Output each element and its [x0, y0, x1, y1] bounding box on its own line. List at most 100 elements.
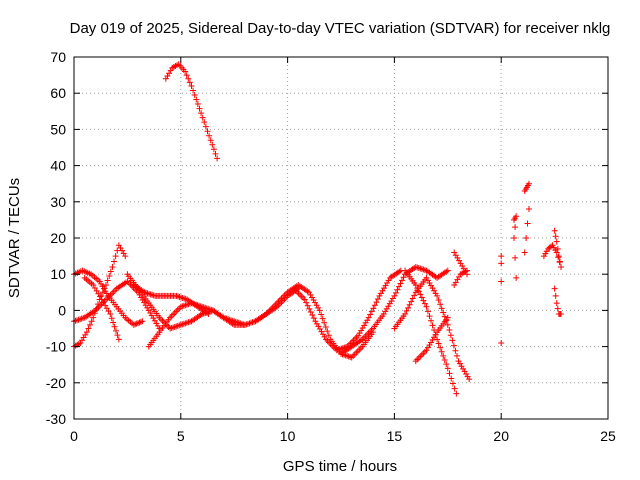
data-point — [440, 309, 447, 316]
data-point — [174, 306, 181, 313]
x-tick-label: 15 — [387, 428, 403, 444]
data-point — [85, 325, 92, 332]
data-point — [354, 348, 361, 355]
data-point — [110, 288, 117, 295]
series-arc-j — [291, 267, 404, 354]
y-tick-label: 30 — [50, 194, 66, 210]
data-point — [548, 243, 555, 250]
data-point — [176, 293, 183, 300]
data-point — [373, 299, 380, 306]
data-point — [440, 352, 447, 359]
data-point — [170, 311, 177, 318]
data-point — [435, 297, 442, 304]
x-tick-label: 5 — [177, 428, 185, 444]
data-point — [397, 280, 404, 287]
data-point — [444, 267, 451, 274]
data-point — [301, 296, 308, 303]
data-point — [452, 347, 459, 354]
data-point — [167, 325, 174, 332]
data-point — [246, 320, 253, 327]
series-arc-h — [130, 282, 212, 318]
data-point — [171, 323, 178, 330]
data-point — [444, 321, 451, 328]
chart-title: Day 019 of 2025, Sidereal Day-to-day VTE… — [70, 20, 611, 37]
data-point — [371, 302, 378, 309]
data-point — [132, 321, 139, 328]
data-point — [403, 307, 410, 314]
data-point — [325, 332, 332, 339]
data-point — [247, 319, 254, 326]
data-point — [423, 303, 430, 310]
data-point — [303, 299, 310, 306]
data-point — [306, 305, 313, 312]
data-point — [552, 292, 559, 299]
data-point — [214, 155, 221, 162]
data-point — [190, 87, 197, 94]
y-axis-label: SDTVAR / TECUs — [6, 178, 23, 298]
data-point — [243, 321, 250, 328]
series-arc-a — [162, 61, 221, 162]
data-point — [345, 353, 352, 360]
data-point — [558, 263, 565, 270]
data-point — [498, 339, 505, 346]
data-point — [414, 285, 421, 292]
data-point — [209, 141, 216, 148]
data-point — [435, 340, 442, 347]
y-tick-label: -30 — [46, 411, 66, 427]
data-point — [392, 289, 399, 296]
data-point — [453, 352, 460, 359]
data-point — [437, 301, 444, 308]
data-point — [206, 132, 213, 139]
data-point — [322, 323, 329, 330]
data-point — [90, 314, 97, 321]
data-point — [370, 305, 377, 312]
data-point — [304, 302, 311, 309]
series-arc-d — [71, 278, 163, 332]
data-point — [444, 314, 451, 321]
data-point — [391, 292, 398, 299]
data-point — [449, 380, 456, 387]
data-point — [196, 105, 203, 112]
data-point — [353, 334, 360, 341]
data-point — [556, 258, 563, 265]
data-point — [408, 298, 415, 305]
data-point — [400, 274, 407, 281]
data-point — [412, 358, 419, 365]
data-point — [183, 319, 190, 326]
data-point — [168, 313, 175, 320]
data-point — [178, 294, 185, 301]
series-arc-l — [391, 274, 473, 383]
data-point — [112, 253, 119, 260]
y-tick-label: 10 — [50, 266, 66, 282]
data-point — [394, 286, 401, 293]
data-point — [297, 291, 304, 298]
data-point — [417, 265, 424, 272]
data-point — [367, 311, 374, 318]
data-point — [298, 293, 305, 300]
data-point — [201, 119, 208, 126]
data-point — [552, 233, 559, 240]
data-points — [71, 61, 565, 397]
data-point — [426, 313, 433, 320]
data-point — [420, 297, 427, 304]
data-point — [447, 332, 454, 339]
data-point — [202, 123, 209, 130]
data-point — [147, 291, 154, 298]
data-point — [182, 68, 189, 75]
series-arc-r — [511, 213, 520, 281]
y-tick-label: 0 — [58, 302, 66, 318]
data-point — [417, 291, 424, 298]
data-point — [173, 323, 180, 330]
data-point — [319, 315, 326, 322]
data-point — [421, 300, 428, 307]
data-point — [174, 322, 181, 329]
data-point — [415, 264, 422, 271]
data-point — [177, 321, 184, 328]
data-point — [523, 235, 530, 241]
data-point — [420, 350, 427, 357]
data-point — [72, 317, 79, 324]
data-point — [466, 376, 473, 383]
data-point — [344, 352, 351, 359]
data-point — [318, 311, 325, 318]
x-axis-ticks: 0 5 10 15 20 25 — [70, 57, 616, 444]
